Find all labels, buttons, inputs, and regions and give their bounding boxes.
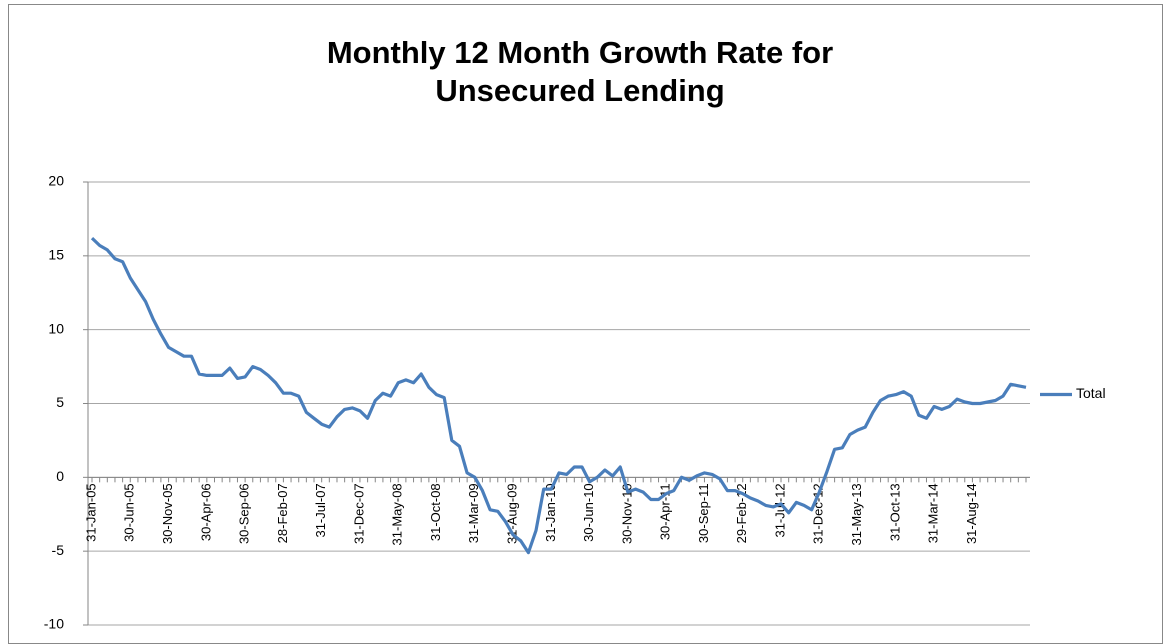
y-tick-label: -5 [52, 542, 65, 558]
x-tick-label: 30-Apr-06 [198, 483, 213, 541]
x-tick-label: 31-Aug-14 [964, 483, 979, 544]
x-tick-label: 30-Sep-11 [696, 483, 711, 543]
y-tick-label: -10 [44, 616, 64, 632]
y-tick-label: 20 [48, 173, 64, 189]
x-tick-label: 31-Jan-05 [83, 483, 98, 542]
x-tick-label: 31-Mar-14 [926, 483, 941, 543]
chart-title: Monthly 12 Month Growth Rate for Unsecur… [326, 35, 834, 108]
x-tick-label: 31-Dec-12 [811, 483, 826, 544]
x-tick-label: 31-Jul-12 [772, 483, 787, 537]
y-tick-label: 15 [48, 247, 64, 263]
x-tick-label: 31-Jul-07 [313, 483, 328, 537]
legend-label: Total [1076, 385, 1106, 401]
x-tick-label: 31-Jan-10 [543, 483, 558, 542]
x-tick-label: 31-Oct-08 [428, 483, 443, 541]
x-tick-label: 30-Jun-10 [581, 483, 596, 542]
x-tick-label: 31-Oct-13 [887, 483, 902, 541]
x-tick-label: 31-May-08 [390, 483, 405, 545]
x-tick-label: 29-Feb-12 [734, 483, 749, 543]
y-tick-label: 10 [48, 320, 64, 336]
x-tick-label: 30-Nov-10 [619, 483, 634, 544]
y-tick-label: 5 [56, 394, 64, 410]
x-tick-label: 30-Sep-06 [237, 483, 252, 544]
data-line [90, 236, 1027, 555]
y-tick-label: 0 [56, 468, 64, 484]
x-tick-label: 28-Feb-07 [275, 483, 290, 543]
x-tick-label: 31-Dec-07 [351, 483, 366, 544]
x-tick-label: 31-Mar-09 [466, 483, 481, 543]
x-tick-label: 31-May-13 [849, 483, 864, 545]
x-tick-label: 30-Nov-05 [160, 483, 175, 544]
x-tick-label: 30-Jun-05 [122, 483, 137, 542]
